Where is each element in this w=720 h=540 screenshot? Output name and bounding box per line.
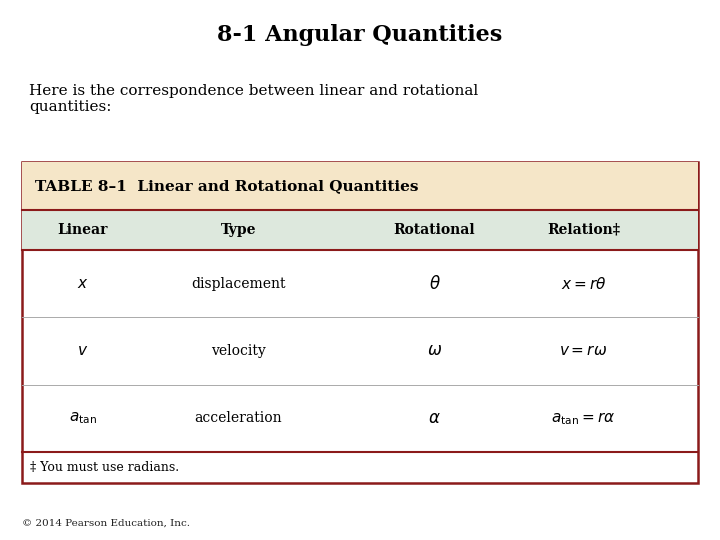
Text: $x = r\theta$: $x = r\theta$	[561, 276, 606, 292]
FancyBboxPatch shape	[22, 162, 698, 483]
Text: 8-1 Angular Quantities: 8-1 Angular Quantities	[217, 24, 503, 46]
Text: $x$: $x$	[77, 276, 89, 291]
Text: velocity: velocity	[211, 344, 266, 358]
Text: $a_{\mathrm{tan}}$: $a_{\mathrm{tan}}$	[68, 410, 96, 426]
Text: Here is the correspondence between linear and rotational
quantities:: Here is the correspondence between linea…	[29, 84, 478, 114]
Text: TABLE 8–1  Linear and Rotational Quantities: TABLE 8–1 Linear and Rotational Quantiti…	[35, 179, 418, 193]
Text: Linear: Linear	[58, 223, 108, 237]
Text: $v$: $v$	[77, 344, 88, 358]
Text: © 2014 Pearson Education, Inc.: © 2014 Pearson Education, Inc.	[22, 519, 189, 528]
Text: displacement: displacement	[191, 276, 285, 291]
Text: acceleration: acceleration	[194, 411, 282, 426]
Text: $\theta$: $\theta$	[428, 275, 441, 293]
Text: Rotational: Rotational	[394, 223, 475, 237]
Text: $\omega$: $\omega$	[427, 342, 442, 360]
Text: Relation‡: Relation‡	[547, 223, 620, 237]
Text: $\alpha$: $\alpha$	[428, 410, 441, 427]
Text: ‡ You must use radians.: ‡ You must use radians.	[30, 461, 179, 474]
FancyBboxPatch shape	[22, 210, 698, 250]
FancyBboxPatch shape	[22, 162, 698, 210]
Text: $a_{\mathrm{tan}} = r\alpha$: $a_{\mathrm{tan}} = r\alpha$	[552, 410, 616, 427]
Text: Type: Type	[220, 223, 256, 237]
Text: $v = r\omega$: $v = r\omega$	[559, 344, 608, 358]
